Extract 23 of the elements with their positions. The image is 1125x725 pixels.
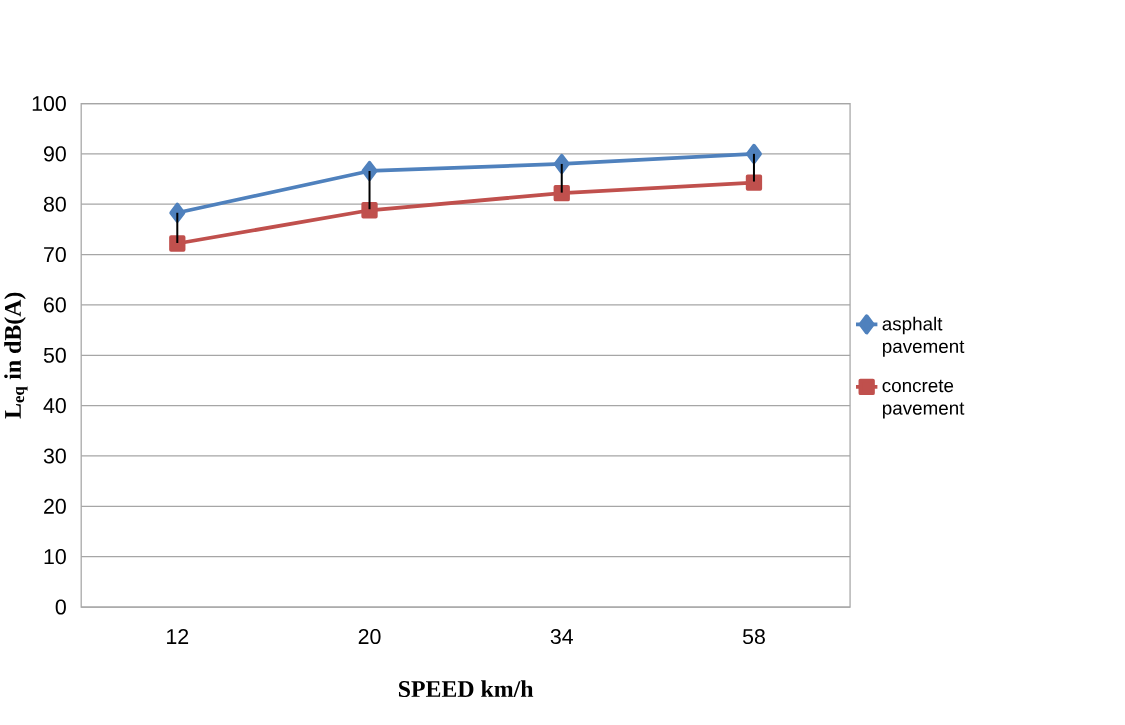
- y-tick-label: 20: [44, 498, 66, 515]
- y-tick-label: 80: [43, 196, 66, 212]
- y-tick-label: 70: [44, 247, 66, 263]
- legend-label: concrete pavement: [882, 380, 965, 419]
- x-tick-label: 58: [742, 629, 765, 645]
- point: [361, 202, 378, 219]
- y-tick-label: 50: [43, 347, 66, 363]
- y-tick-label: 30: [43, 448, 66, 464]
- x-axis-title: SPEED km/h: [398, 680, 534, 698]
- point: [553, 185, 570, 202]
- y-tick-label: 100: [32, 96, 66, 112]
- x-tick-label: 12: [167, 629, 189, 645]
- y-tick-label: 10: [44, 549, 66, 565]
- point: [745, 174, 763, 191]
- y-tick-label: 90: [44, 146, 66, 162]
- y-axis-title: L$_{eq}$ in dB(A): [4, 292, 28, 419]
- legend-label: asphalt pavement: [882, 316, 965, 357]
- y-tick-label: 60: [44, 297, 66, 313]
- x-tick-label: 20: [358, 629, 381, 645]
- point: [169, 235, 186, 252]
- y-tick-label: 40: [43, 398, 66, 414]
- x-tick-label: 34: [550, 629, 573, 645]
- y-tick-label: 0: [55, 599, 66, 615]
